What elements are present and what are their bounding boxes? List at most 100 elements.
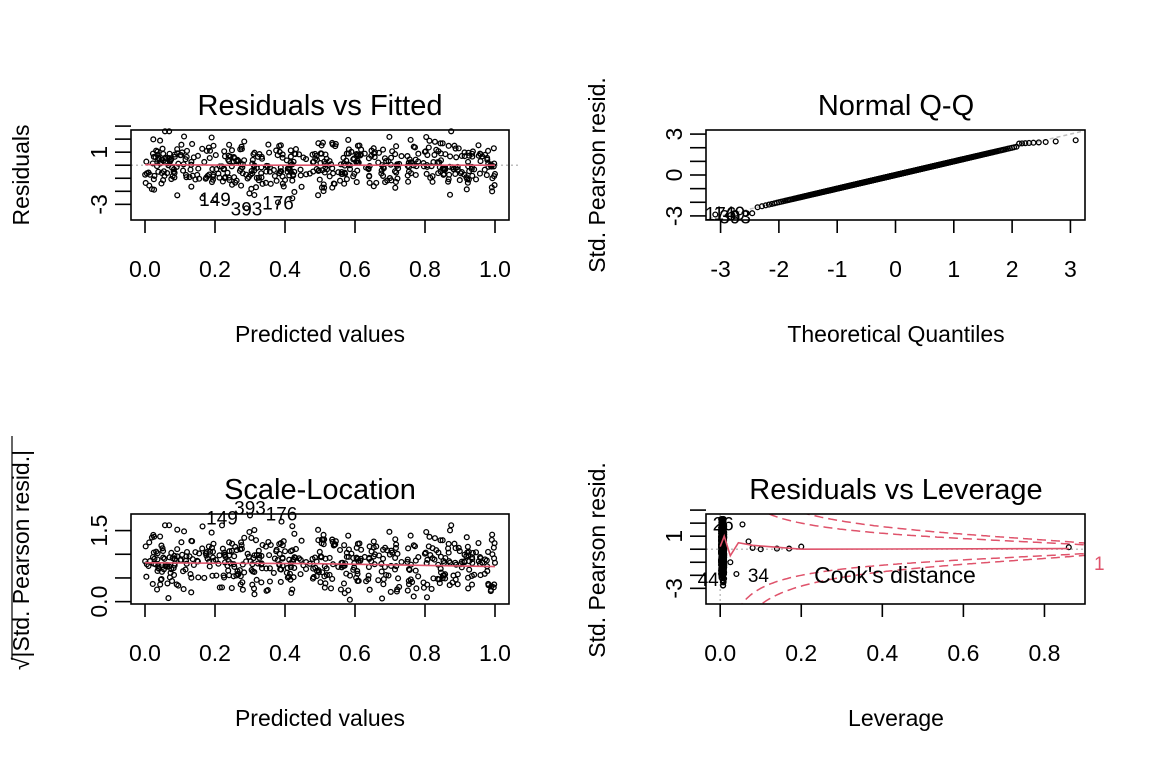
data-point [719,578,726,586]
data-point [253,576,260,583]
data-point [343,570,350,577]
data-point [446,191,454,198]
data-point [250,555,257,562]
data-point [154,148,161,155]
data-point [405,168,413,175]
data-point [277,142,284,149]
data-point [243,205,250,212]
data-point [392,151,399,158]
data-point [150,136,157,143]
x-tick-label: 0.0 [704,640,736,666]
data-point [199,195,206,202]
x-tick-label: 0.4 [866,640,898,666]
data-point [283,157,290,164]
data-point [345,587,352,594]
data-point [379,555,387,562]
data-point [366,162,373,170]
data-point [258,170,265,177]
x-axis-label: Predicted values [235,321,405,347]
y-tick-label: -3 [661,578,687,598]
data-point [162,563,169,570]
data-point [485,147,492,154]
data-point [426,533,433,540]
data-point [250,151,257,158]
data-point [405,566,413,573]
panel-residuals-vs-fitted: Residuals vs Fitted Predicted values Res… [8,90,519,347]
data-point [174,192,181,199]
data-point [366,554,373,561]
data-point [445,178,452,185]
data-point [168,175,175,183]
data-point [386,528,393,535]
data-point [477,572,484,579]
data-point [216,552,223,559]
data-point [281,548,289,555]
x-tick-label: 0.0 [129,640,161,666]
data-point [298,537,305,544]
x-tick-label: 0.8 [409,640,441,666]
data-point [165,595,172,602]
data-point [415,150,422,157]
data-point [719,530,726,537]
data-point [183,147,191,154]
data-point [405,178,412,185]
x-tick-label: -3 [710,256,730,282]
data-point [757,546,764,553]
data-point [206,147,214,154]
cooks-contour [741,552,1085,604]
data-point [205,543,212,550]
data-point [405,577,412,584]
data-point [346,596,353,603]
data-point [173,581,180,588]
data-point [472,549,480,556]
data-point [312,564,319,571]
data-point [154,556,161,563]
data-point [249,156,256,163]
data-point [266,149,273,156]
data-point [188,183,195,190]
data-point [250,163,258,170]
data-point [208,134,215,141]
data-point [420,163,427,170]
data-point [287,153,294,160]
data-point [278,566,285,573]
data-point [255,174,262,181]
data-point [150,153,157,160]
data-point [259,180,266,187]
data-point [150,176,157,183]
data-point [468,166,475,173]
data-point [465,176,472,183]
data-point [762,202,769,209]
data-point [146,539,153,546]
data-point [246,190,253,197]
x-tick-label: 3 [1064,256,1077,282]
x-axis-label: Predicted values [235,705,405,731]
data-point [491,581,498,588]
x-tick-label: 0.2 [785,640,817,666]
data-point [210,540,217,547]
data-point [186,174,193,181]
data-point [266,578,273,585]
data-point [203,552,210,559]
data-point [392,554,399,561]
data-point [287,147,294,154]
data-point [239,586,246,593]
data-point [375,159,382,166]
x-tick-label: 0.8 [409,256,441,282]
data-point [423,133,430,141]
data-point [258,561,265,568]
data-point [718,559,725,566]
data-point [490,544,497,551]
data-point [456,177,463,184]
x-tick-label: 1.0 [479,640,511,666]
data-point [488,536,495,543]
y-axis-label: Std. Pearson resid. [584,462,610,658]
data-point [157,576,164,583]
data-point [151,533,158,540]
data-point [1018,140,1026,147]
data-point [239,561,246,568]
data-point [405,545,412,552]
data-point [739,521,746,528]
data-point [182,566,189,573]
data-point [464,179,471,186]
